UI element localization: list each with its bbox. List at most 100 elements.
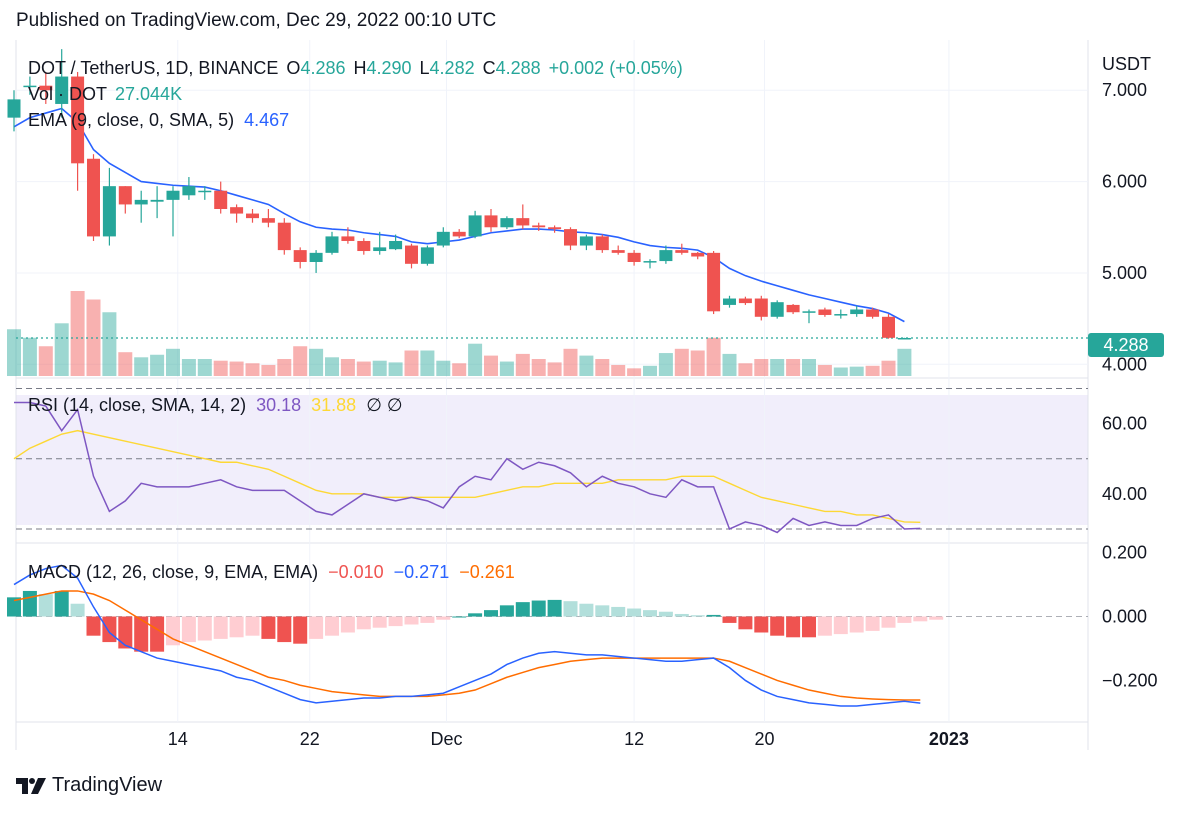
volume-bar — [802, 359, 816, 376]
volume-bar — [579, 355, 594, 376]
rsi-line — [14, 401, 921, 534]
macd-histogram-bar — [738, 616, 753, 630]
candle-body — [770, 302, 784, 317]
volume-bar — [293, 346, 308, 376]
legend-symbol: DOT / TetherUS, 1D, BINANCE O4.286 H4.290 L… — [28, 58, 683, 78]
candle-body — [198, 190, 212, 193]
volume-bar — [515, 353, 530, 376]
macd-histogram-bar — [245, 616, 260, 636]
macd-histogram-bar — [134, 616, 149, 652]
volume-bar — [197, 359, 212, 376]
macd-histogram-bar — [897, 616, 912, 623]
volume-bar — [166, 348, 180, 376]
candle-body — [484, 215, 498, 228]
candle-body — [293, 250, 307, 262]
candle-body — [754, 298, 768, 317]
volume-bar — [881, 360, 896, 376]
candle-body — [675, 250, 689, 253]
macd-histogram-bar — [150, 616, 165, 652]
macd-histogram-bar — [547, 599, 562, 617]
volume-bar — [213, 360, 228, 376]
macd-histogram-bar — [181, 616, 196, 643]
rsi-band-background — [16, 395, 1088, 525]
macd-histogram-bar — [674, 613, 689, 617]
macd-histogram-bar — [499, 605, 514, 617]
volume-bar — [356, 361, 371, 376]
tradingview-logo-icon — [16, 777, 46, 794]
macd-histogram-bar — [229, 616, 244, 638]
candle-body — [277, 222, 291, 251]
candle-body — [723, 298, 736, 305]
macd-histogram-bar — [468, 613, 483, 617]
volume-bar — [690, 350, 705, 376]
volume-bar — [372, 360, 387, 376]
price-axis-tick-label: 5.000 — [1102, 263, 1147, 283]
candle-body — [468, 215, 482, 237]
macd-histogram-bar — [38, 594, 53, 617]
price-axis-tick-label: 4.000 — [1102, 354, 1147, 374]
macd-histogram-bar — [611, 606, 626, 617]
candle-body — [261, 218, 275, 223]
candle-body — [55, 76, 69, 104]
candle-body — [786, 304, 800, 313]
candle-body — [420, 247, 434, 264]
volume-bar — [436, 360, 451, 376]
macd-histogram-bar — [913, 616, 928, 622]
volume-bar — [770, 359, 785, 376]
macd-histogram-bar — [690, 615, 705, 617]
volume-bar — [325, 357, 339, 376]
volume-bar — [404, 350, 419, 376]
candle-body — [802, 311, 816, 313]
candle-body — [39, 85, 53, 91]
candle-body — [500, 218, 514, 228]
candle-body — [309, 252, 323, 262]
volume-bar — [865, 365, 880, 376]
candle-body — [389, 240, 403, 250]
macd-axis-tick-label: 0.200 — [1102, 543, 1147, 563]
macd-histogram-bar — [197, 616, 212, 641]
price-axis-tick-label: 6.000 — [1102, 172, 1147, 192]
candle-body — [166, 190, 180, 200]
macd-histogram-bar — [54, 590, 69, 617]
volume-bar — [229, 361, 244, 376]
candle-body — [564, 229, 577, 246]
legend-ema: EMA (9, close, 0, SMA, 5) 4.467 — [28, 110, 289, 130]
tradingview-brand[interactable]: TradingView — [16, 774, 162, 797]
macd-histogram-bar — [86, 616, 101, 636]
macd-axis-tick-label: 0.000 — [1102, 607, 1147, 627]
candle-body — [532, 225, 546, 228]
volume-bar — [658, 353, 673, 376]
volume-bar — [499, 361, 514, 376]
macd-histogram-bar — [388, 616, 403, 627]
macd-histogram-bar — [786, 616, 801, 638]
volume-bar — [277, 359, 292, 376]
candle-body — [738, 298, 752, 304]
volume-bar — [38, 346, 53, 376]
legend-macd: MACD (12, 26, close, 9, EMA, EMA) −0.010−… — [28, 562, 515, 582]
macd-histogram-bar — [7, 597, 21, 617]
candle-body — [516, 218, 530, 226]
volume-bar — [309, 348, 324, 376]
candle-body — [118, 186, 132, 205]
macd-histogram-bar — [404, 616, 419, 625]
candle-body — [134, 199, 148, 205]
price-axis-tick-label: 7.000 — [1102, 80, 1147, 100]
candle-body — [182, 186, 196, 196]
volume-bar — [849, 366, 864, 376]
macd-histogram-bar — [531, 600, 546, 617]
volume-bar — [70, 291, 85, 376]
volume-bar — [22, 337, 37, 376]
volume-bar — [786, 359, 801, 376]
tradingview-brand-text: TradingView — [52, 774, 163, 796]
candle-body — [548, 227, 562, 230]
volume-bar — [7, 329, 21, 376]
volume-bar — [595, 359, 610, 376]
candle-body — [150, 199, 164, 202]
macd-histogram-bar — [70, 603, 85, 617]
macd-histogram-bar — [706, 614, 721, 617]
volume-bar — [738, 363, 753, 376]
time-axis-tick-label: 12 — [624, 729, 644, 749]
time-axis-tick-label: 20 — [754, 729, 774, 749]
candle-body — [882, 316, 895, 338]
